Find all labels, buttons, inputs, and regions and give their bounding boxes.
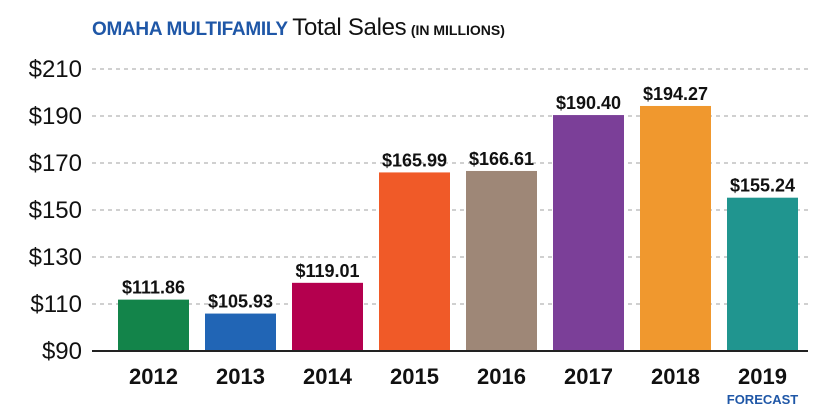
y-tick-label: $150 (29, 197, 82, 224)
bar (727, 197, 798, 351)
data-label: $155.24 (730, 176, 795, 196)
y-tick-label: $210 (29, 56, 82, 83)
bar (205, 313, 276, 351)
chart-title: OMAHA MULTIFAMILY Total Sales (IN MILLIO… (92, 14, 505, 42)
bar (466, 170, 537, 351)
bar (553, 115, 624, 351)
bar (118, 299, 189, 351)
y-tick-label: $110 (30, 291, 82, 318)
x-tick-label: 2019 (738, 364, 787, 389)
data-label: $166.61 (469, 149, 534, 169)
x-tick-label: 2014 (303, 364, 353, 389)
data-label: $119.01 (295, 261, 359, 281)
bar (640, 105, 711, 351)
forecast-note: FORECAST (727, 392, 799, 407)
x-tick-label: 2017 (564, 364, 613, 389)
x-tick-label: 2012 (129, 364, 178, 389)
data-label: $105.93 (208, 292, 273, 312)
value-labels: $111.86 $105.93 $119.01 $165.99 $166.61 $190.… (122, 84, 795, 312)
x-axis-categories: 2012 2013 2014 2015 2016 2017 2018 2019 (129, 364, 787, 389)
data-label: $194.27 (643, 84, 708, 104)
bar (292, 282, 363, 351)
bar (379, 172, 450, 351)
x-tick-label: 2016 (477, 364, 526, 389)
y-tick-label: $130 (29, 244, 82, 271)
bars (118, 105, 798, 351)
annotations: FORECAST (727, 392, 799, 407)
y-axis-ticks: $90 $110 $130 $150 $170 $190 $210 (29, 56, 82, 365)
x-tick-label: 2015 (390, 364, 439, 389)
x-tick-label: 2018 (651, 364, 700, 389)
y-tick-label: $90 (42, 338, 82, 365)
title-main: Total Sales (292, 14, 407, 41)
y-tick-label: $190 (29, 103, 82, 130)
data-label: $111.86 (122, 278, 185, 298)
x-tick-label: 2013 (216, 364, 265, 389)
title-brand: OMAHA MULTIFAMILY (92, 19, 288, 40)
data-label: $165.99 (382, 150, 447, 170)
data-label: $190.40 (556, 93, 621, 113)
title-unit: (IN MILLIONS) (410, 22, 505, 38)
y-tick-label: $170 (29, 150, 82, 177)
